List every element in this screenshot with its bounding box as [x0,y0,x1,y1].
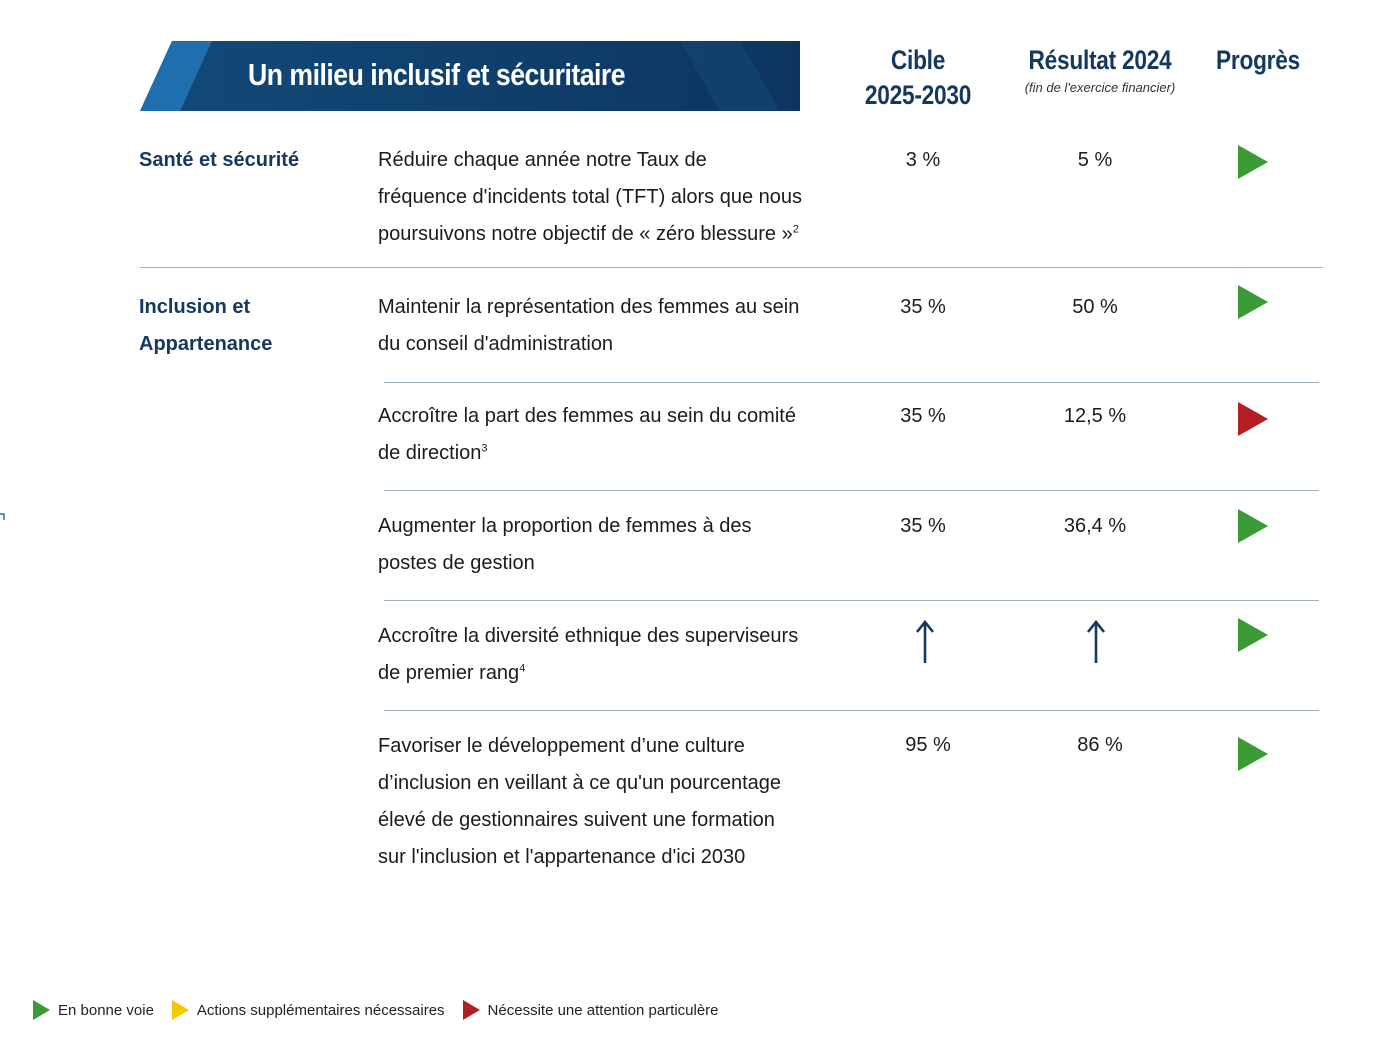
objective-line: de premier rang4 [378,655,848,692]
category-inclusion-line1: Inclusion et [139,296,251,318]
objective-line-text: de direction [378,442,482,464]
target-value-3: 35 % [900,515,946,537]
objective-line: poursuivons notre objectif de « zéro ble… [378,216,848,253]
status-green-icon [1238,618,1268,652]
legend-item-yellow: Actions supplémentaires nécessaires [171,1000,445,1020]
target-header-line2: 2025-2030 [864,80,972,110]
target-value-2: 35 % [900,405,946,427]
legend-item-red: Nécessite une attention particulère [462,1000,719,1020]
banner-background [140,41,800,111]
legend-label: Nécessite une attention particulère [487,1001,719,1019]
up-arrow-icon [1086,619,1106,663]
target-header: Cible 2025-2030 [851,43,985,113]
result-value-2: 12,5 % [1063,405,1127,427]
objective-line: postes de gestion [378,552,535,574]
result-header: Résultat 2024 [1028,45,1172,75]
objective-5: Favoriser le développement d’une culture… [378,728,848,876]
result-value-0: 5 % [1077,149,1113,171]
footnote-ref: 2 [792,223,799,236]
objective-0: Réduire chaque année notre Taux de fréqu… [378,142,848,253]
objective-line-text: poursuivons notre objectif de « zéro ble… [378,223,793,245]
footnote-ref: 3 [481,442,488,455]
objective-line: fréquence d'incidents total (TFT) alors … [378,186,803,208]
objective-1: Maintenir la représentation des femmes a… [378,289,848,363]
row-divider [384,382,1319,383]
category-inclusion: Inclusion et Appartenance [139,289,272,363]
category-inclusion-line2: Appartenance [139,333,273,355]
footnote-ref: 4 [519,662,526,675]
objective-2: Accroître la part des femmes au sein du … [378,398,848,472]
result-subheader: (fin de l'exercice financier) [1024,80,1176,95]
objective-line: élevé de gestionnaires suivent une forma… [378,809,775,831]
category-health-safety: Santé et sécurité [139,149,300,171]
objective-line: Favoriser le développement d’une culture [378,735,745,757]
objective-4: Accroître la diversité ethnique des supe… [378,618,848,692]
progress-header: Progrès [1216,45,1300,75]
target-value-5: 95 % [905,734,951,756]
target-value-0: 3 % [905,149,941,171]
objective-line: Accroître la part des femmes au sein du … [378,405,796,427]
section-banner: Un milieu inclusif et sécuritaire [140,41,800,111]
objective-line: Accroître la diversité ethnique des supe… [378,625,799,647]
status-red-icon [1238,402,1268,436]
row-divider [384,600,1319,601]
status-green-icon [1238,145,1268,179]
objective-line: sur l'inclusion et l'appartenance d'ici … [378,846,746,868]
legend-label: Actions supplémentaires nécessaires [196,1001,445,1019]
section-title: Un milieu inclusif et sécuritaire [248,57,626,92]
status-legend: En bonne voie Actions supplémentaires né… [33,1000,737,1020]
category-divider [140,267,1323,268]
result-value-5: 86 % [1077,734,1123,756]
target-value-1: 35 % [900,296,946,318]
objective-line: Maintenir la représentation des femmes a… [378,296,800,318]
status-green-icon [1238,509,1268,543]
objective-line: de direction3 [378,435,848,472]
result-value-3: 36,4 % [1063,515,1127,537]
objective-line: Réduire chaque année notre Taux de [378,149,707,171]
row-divider [384,490,1319,491]
target-header-line1: Cible [890,45,946,75]
objective-line: du conseil d'administration [378,333,614,355]
result-value-1: 50 % [1072,296,1118,318]
legend-green-triangle-icon [33,1000,50,1020]
row-divider [384,710,1319,711]
status-green-icon [1238,737,1268,771]
legend-yellow-triangle-icon [171,1000,189,1020]
objective-line-text: de premier rang [378,662,520,684]
status-green-icon [1238,285,1268,319]
objective-line: Augmenter la proportion de femmes à des [378,515,752,537]
legend-item-green: En bonne voie [33,1000,154,1020]
edge-mark [0,513,5,520]
legend-label: En bonne voie [58,1001,154,1019]
objective-line: d’inclusion en veillant à ce qu'un pourc… [378,772,781,794]
objective-3: Augmenter la proportion de femmes à des … [378,508,848,582]
legend-red-triangle-icon [462,1000,480,1020]
up-arrow-icon [915,619,935,663]
